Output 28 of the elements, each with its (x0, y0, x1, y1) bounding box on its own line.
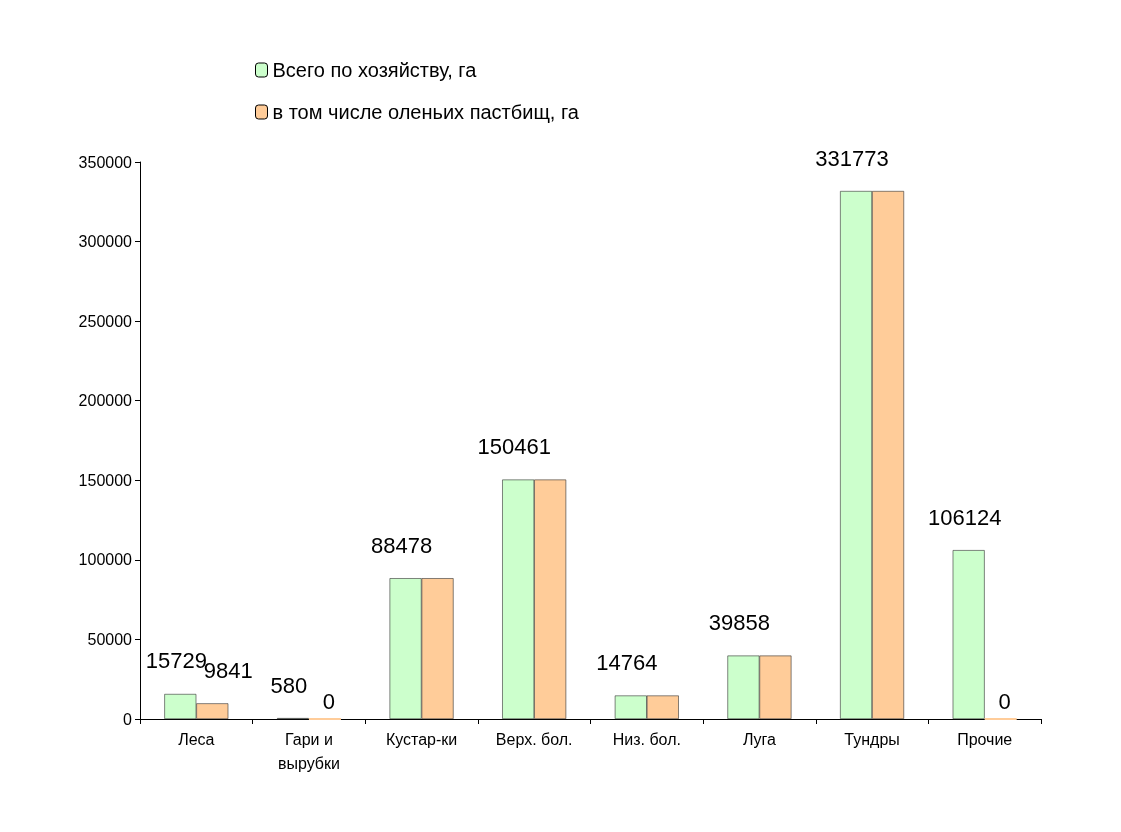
x-tick-label: Луга (742, 730, 777, 748)
data-label: 0 (998, 688, 1011, 714)
data-label: 331773 (815, 145, 889, 171)
x-tick-label: Леса (178, 730, 215, 748)
legend-label: в том числе оленьих пастбищ, га (272, 101, 580, 123)
x-tick-label: Тундры (844, 730, 900, 748)
y-tick-label: 150000 (78, 471, 133, 489)
data-label: 88478 (370, 532, 433, 558)
y-tick-label: 50000 (87, 630, 133, 648)
x-tick-label: Прочие (957, 730, 1013, 748)
y-tick-label: 250000 (78, 312, 133, 330)
y-tick-label: 200000 (78, 392, 133, 410)
data-label: 14764 (596, 650, 658, 675)
y-tick-label: 350000 (78, 153, 133, 171)
data-label: 106124 (927, 504, 1002, 530)
data-label: 580 (270, 672, 308, 698)
x-tick-label: Верх. бол. (495, 730, 573, 748)
legend-label: Всего по хозяйству, га (272, 59, 478, 81)
y-tick-label: 0 (123, 710, 133, 728)
data-label: 0 (322, 688, 336, 714)
data-label: 150461 (477, 434, 551, 460)
x-tick-label: Гари и вырубки (277, 730, 340, 772)
x-tick-label: Кустар-ки (385, 730, 458, 748)
x-tick-label: Низ. бол. (612, 730, 681, 748)
y-tick-label: 300000 (78, 233, 133, 251)
bar (952, 550, 985, 719)
y-tick-label: 100000 (78, 551, 133, 569)
data-label: 39858 (708, 610, 771, 636)
